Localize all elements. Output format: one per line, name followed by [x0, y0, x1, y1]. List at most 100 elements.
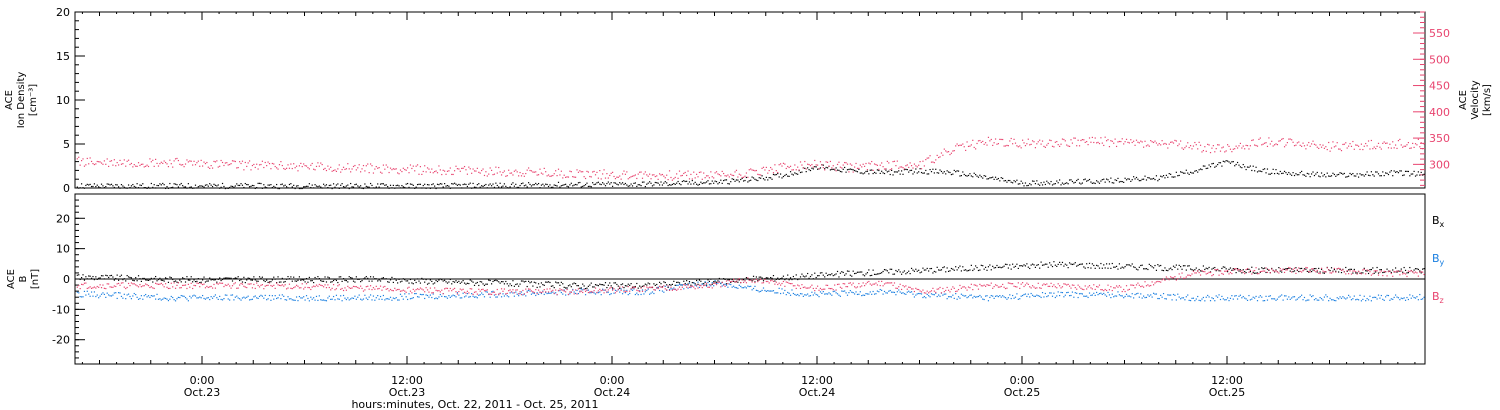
bz-point [650, 286, 652, 289]
bz-point [1160, 281, 1162, 283]
by-point [162, 298, 164, 300]
density-point [1352, 172, 1354, 175]
bx-point [602, 284, 604, 286]
bx-point [939, 269, 941, 271]
velocity-point [1155, 142, 1158, 144]
bx-point [861, 271, 863, 273]
density-point [697, 184, 699, 186]
by-point [1115, 295, 1118, 297]
bx-point [764, 278, 766, 280]
velocity-point [1039, 139, 1041, 141]
bz-point [159, 283, 161, 285]
by-point [910, 291, 913, 293]
bz-point [132, 283, 134, 285]
velocity-point [207, 166, 209, 168]
by-point [1409, 294, 1411, 296]
velocity-point [1348, 145, 1350, 147]
density-point [1114, 179, 1116, 181]
by-point [851, 291, 853, 293]
bz-point [462, 288, 464, 290]
bx-point [1305, 268, 1307, 270]
bx-point [1273, 271, 1276, 273]
by-point [1121, 295, 1123, 297]
bx-point [1355, 272, 1357, 274]
bx-point [139, 278, 141, 280]
bx-point [1056, 265, 1058, 267]
velocity-point [172, 166, 174, 168]
velocity-point [409, 164, 412, 166]
velocity-point [1009, 140, 1011, 142]
bz-point [76, 286, 78, 288]
bx-point [646, 284, 648, 286]
by-point [284, 299, 286, 301]
by-point [1006, 298, 1008, 300]
bz-point [472, 293, 474, 295]
by-point [1031, 294, 1034, 296]
velocity-point [697, 176, 699, 178]
by-point [270, 299, 272, 301]
velocity-point [1360, 143, 1363, 145]
by-point [1161, 296, 1163, 298]
bx-point [537, 283, 540, 285]
bx-point [1356, 272, 1358, 274]
bx-point [1279, 270, 1281, 272]
bz-point [609, 287, 611, 289]
bz-point [977, 288, 980, 290]
by-point [620, 288, 622, 290]
density-point [714, 180, 716, 182]
bx-point [358, 278, 360, 280]
bz-point [448, 290, 450, 292]
bx-point [513, 285, 515, 287]
by-point [422, 293, 424, 296]
bx-point [730, 281, 732, 284]
by-point [1350, 299, 1353, 301]
velocity-point [1238, 145, 1240, 147]
bx-point [234, 277, 236, 279]
bz-point [1369, 271, 1371, 273]
bx-point [982, 265, 984, 267]
density-point [1366, 171, 1368, 173]
by-point [431, 296, 433, 299]
bz-point [142, 285, 144, 287]
by-point [1070, 294, 1072, 297]
by-point [984, 295, 987, 297]
density-point [744, 179, 746, 182]
velocity-point [374, 168, 376, 170]
bz-point [248, 283, 251, 285]
bz-point [1336, 268, 1338, 270]
by-point [143, 295, 145, 297]
by-point [1049, 292, 1051, 294]
density-point [943, 171, 945, 173]
bx-point [1232, 268, 1234, 270]
bz-point [928, 292, 930, 294]
density-point [986, 178, 988, 180]
bx-point [1181, 268, 1183, 270]
density-point [1130, 180, 1132, 182]
by-point [223, 298, 225, 300]
density-point [1414, 175, 1417, 177]
bx-point [1040, 261, 1042, 263]
density-point [194, 184, 197, 186]
velocity-point [631, 175, 634, 177]
bz-point [1145, 285, 1148, 287]
bx-point [542, 284, 544, 286]
by-point [169, 298, 171, 300]
by-point [345, 298, 347, 301]
velocity-point [1330, 147, 1333, 149]
bz-point [892, 284, 894, 287]
density-point [323, 183, 325, 185]
bz-point [1264, 270, 1266, 272]
density-point [903, 169, 906, 171]
velocity-point [293, 163, 295, 165]
velocity-point [1264, 142, 1266, 144]
bx-point [1093, 264, 1095, 267]
by-point [1234, 295, 1236, 297]
bx-point [953, 269, 955, 271]
bz-point [1140, 285, 1142, 288]
bz-point [883, 283, 886, 285]
bz-point [566, 288, 568, 291]
density-point [600, 183, 602, 186]
density-point [1346, 176, 1348, 178]
by-point [86, 290, 88, 292]
bz-point [1340, 269, 1343, 271]
